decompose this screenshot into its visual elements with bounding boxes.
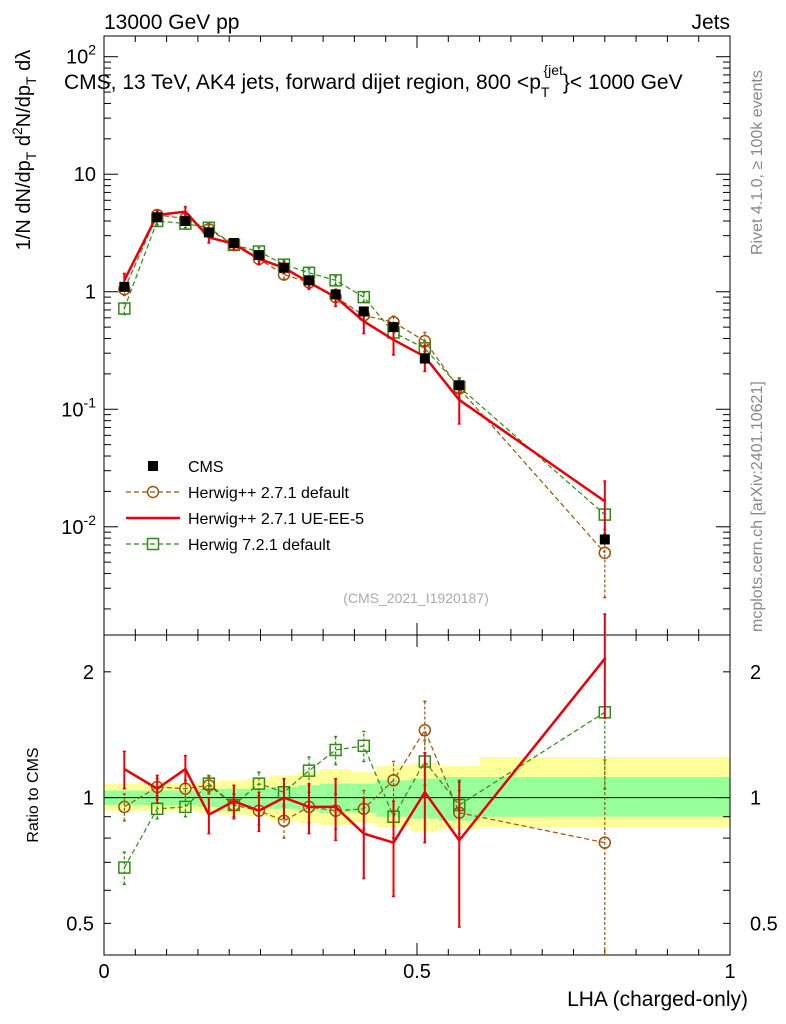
ratio-herwig721-point	[357, 739, 371, 753]
x-tick-label: 1	[724, 961, 735, 983]
header-left: 13000 GeV pp	[104, 11, 239, 34]
legend: CMS Herwig++ 2.7.1 default Herwig++ 2.7.1 …	[126, 459, 364, 554]
legend-herwig721-label: Herwig 7.2.1 default	[188, 537, 331, 554]
main-y-tick-label: 102	[66, 42, 96, 69]
watermark: (CMS_2021_I1920187)	[343, 590, 489, 606]
legend-ueee5-label: Herwig++ 2.7.1 UE-EE-5	[188, 511, 364, 528]
ratio-ueee5-line	[123, 657, 606, 845]
legend-herwig271-label: Herwig++ 2.7.1 default	[188, 485, 350, 502]
ratio-y-tick-label: 2	[83, 662, 94, 684]
main-herwig721-point	[329, 274, 342, 287]
main-y-tick-label: 10-2	[61, 512, 96, 539]
y-axis-label-ratio: Ratio to CMS	[25, 747, 42, 842]
y-axis-label-main: 1/N dN/dpT d2N/dpT dλ	[9, 50, 39, 251]
plot-title-sub: T	[541, 84, 550, 100]
main-cms-point	[180, 215, 191, 226]
mcplots-label: mcplots.cern.ch [arXiv:2401.10621]	[749, 381, 766, 632]
main-y-tick-label: 10	[74, 164, 96, 186]
plot-title-main: CMS, 13 TeV, AK4 jets, forward dijet reg…	[64, 71, 541, 94]
x-axis-label: LHA (charged-only)	[567, 988, 748, 1011]
main-cms-point	[203, 227, 214, 238]
ratio-y-tick-label-right: 2	[750, 662, 761, 684]
main-cms-point	[330, 289, 341, 300]
ratio-y-tick-label-right: 1	[750, 788, 761, 810]
ratio-y-tick-label: 0.5	[66, 913, 94, 935]
rivet-label: Rivet 4.1.0, ≥ 100k events	[749, 70, 766, 255]
main-series-layer	[118, 205, 612, 599]
ratio-herwig271-point	[598, 836, 612, 849]
ratio-y-tick-label-right: 0.5	[750, 913, 778, 935]
main-cms-point	[228, 237, 239, 248]
legend-herwig721-swatch-marker	[146, 537, 160, 551]
main-ueee5-line	[123, 210, 606, 503]
x-tick-label: 0.5	[403, 961, 431, 983]
ratio-y-tick-label: 1	[83, 788, 94, 810]
main-cms-point	[253, 250, 264, 261]
header-right: Jets	[691, 11, 730, 34]
main-herwig721-point	[118, 302, 131, 315]
main-cms-point	[278, 262, 289, 273]
main-y-tick-label: 1	[85, 282, 96, 304]
ratio-herwig721-point	[329, 743, 342, 757]
ratio-herwig721-point	[118, 861, 131, 874]
main-cms-point	[358, 306, 369, 317]
ratio-herwig721-point	[179, 800, 192, 814]
legend-cms-swatch-marker	[148, 461, 158, 471]
x-tick-label: 0	[98, 961, 109, 983]
legend-cms-label: CMS	[188, 459, 224, 476]
main-cms-point	[599, 534, 610, 545]
main-panel: 10-2 10-1 1 10 102	[61, 35, 731, 636]
main-cms-point	[304, 275, 315, 286]
main-cms-point	[419, 353, 430, 364]
main-herwig271-point	[598, 546, 612, 560]
ratio-herwig271-point	[387, 774, 400, 787]
legend-herwig271-swatch-marker	[146, 485, 160, 499]
ratio-herwig721-point	[302, 764, 316, 777]
plot-title-sup: {jet	[543, 62, 563, 78]
main-cms-point	[388, 322, 399, 333]
main-cms-point	[152, 212, 163, 223]
main-cms-point	[454, 380, 465, 391]
main-y-tick-label: 10-1	[61, 394, 96, 421]
main-cms-point	[119, 281, 130, 292]
ratio-panel: 0.5 0.5 1 1 2 2 0 0.5 1	[66, 634, 778, 983]
ratio-series-layer	[118, 613, 612, 956]
plot-title-end: }< 1000 GeV	[563, 71, 683, 94]
main-herwig271-line	[123, 214, 606, 554]
ratio-herwig271-point	[418, 723, 432, 737]
ratio-herwig271-point	[118, 800, 131, 814]
ratio-herwig721-point	[252, 777, 266, 790]
main-herwig721-point	[357, 290, 371, 304]
ratio-herwig271-point	[202, 779, 216, 792]
plot-title: CMS, 13 TeV, AK4 jets, forward dijet reg…	[64, 62, 683, 100]
